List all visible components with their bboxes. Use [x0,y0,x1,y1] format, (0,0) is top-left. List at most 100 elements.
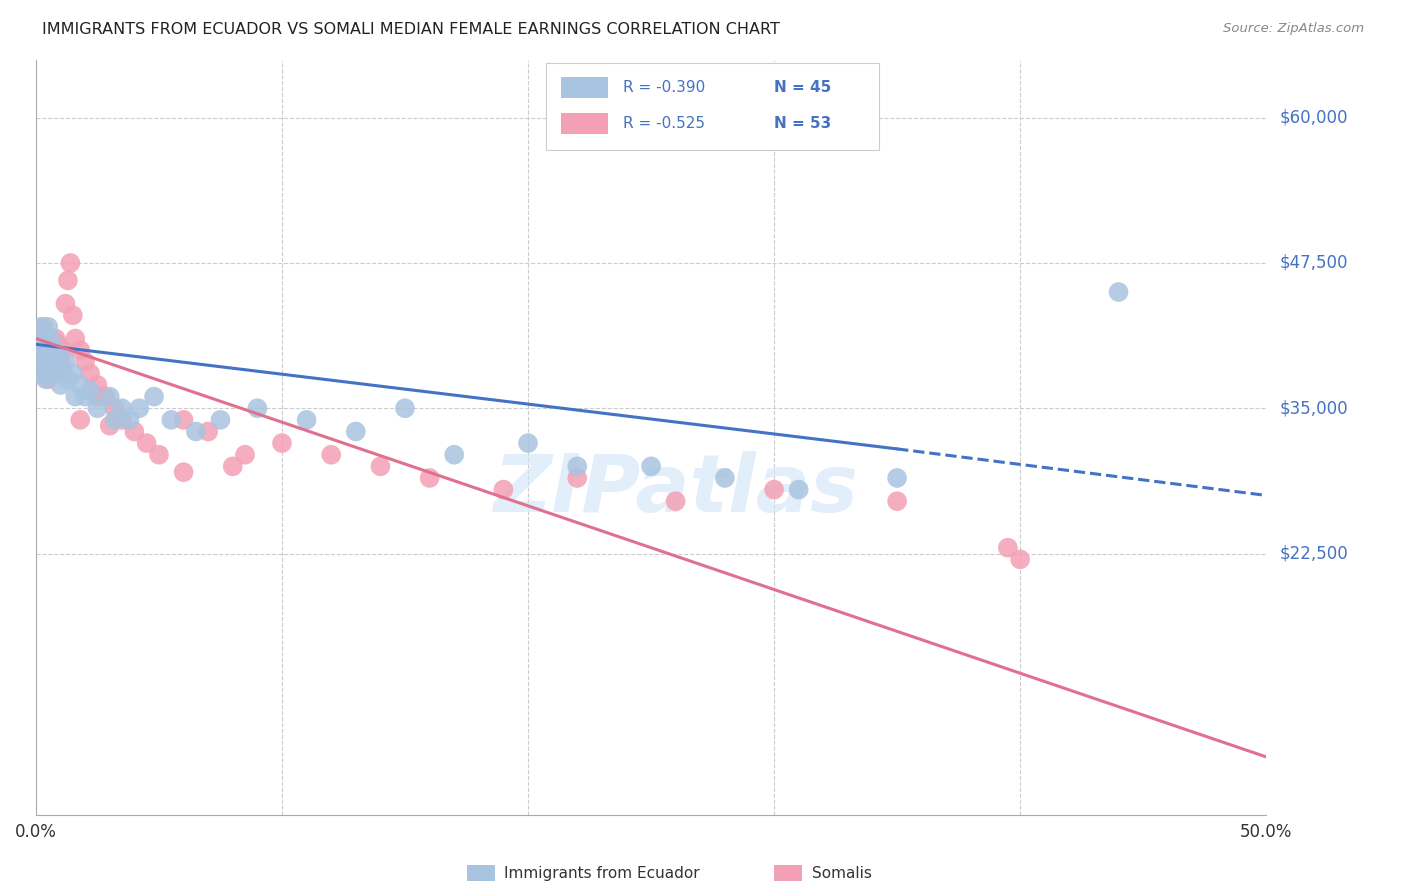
Text: Immigrants from Ecuador: Immigrants from Ecuador [505,866,700,880]
Point [79,384,101,398]
Point [62,308,84,322]
Point [69,343,91,358]
Point [104,413,127,427]
Point [143,390,166,404]
Point [32,355,55,369]
Point [39,331,62,345]
Point [419,471,441,485]
Point [35,372,58,386]
Point [124,425,146,439]
Text: N = 53: N = 53 [775,116,831,131]
Point [886,471,908,485]
Point [52,343,75,358]
Point [55,355,77,369]
Point [295,413,318,427]
Point [75,355,97,369]
Point [39,355,62,369]
Point [148,448,170,462]
Text: $60,000: $60,000 [1279,109,1348,127]
Point [49,378,72,392]
Point [98,390,121,404]
Point [567,471,589,485]
Point [37,319,59,334]
Point [30,367,52,381]
Point [46,337,69,351]
Point [98,418,121,433]
Point [86,401,108,416]
Point [665,494,688,508]
Point [69,413,91,427]
Point [75,390,97,404]
Point [52,367,75,381]
Point [94,390,117,404]
FancyBboxPatch shape [547,63,879,150]
Point [42,367,65,381]
Point [135,436,157,450]
Point [370,459,392,474]
Text: R = -0.390: R = -0.390 [623,80,704,95]
Point [160,413,183,427]
Point [46,367,69,381]
Point [787,483,810,497]
Text: N = 45: N = 45 [775,80,831,95]
Point [35,367,58,381]
Point [62,367,84,381]
Point [567,459,589,474]
Text: IMMIGRANTS FROM ECUADOR VS SOMALI MEDIAN FEMALE EARNINGS CORRELATION CHART: IMMIGRANTS FROM ECUADOR VS SOMALI MEDIAN… [42,22,780,37]
Point [79,367,101,381]
Point [56,273,79,287]
Point [42,367,65,381]
Text: $35,000: $35,000 [1279,400,1348,417]
Point [1010,552,1032,566]
Point [45,331,67,345]
Point [35,331,58,345]
Point [104,401,127,416]
Point [27,343,49,358]
Point [65,390,87,404]
Point [86,390,108,404]
Point [640,459,662,474]
Point [30,319,52,334]
Text: ZIPatlas: ZIPatlas [494,451,858,529]
Point [86,378,108,392]
Point [128,401,150,416]
Point [492,483,515,497]
Point [222,459,245,474]
Point [39,331,62,345]
Point [46,349,69,363]
Point [118,413,141,427]
Point [886,494,908,508]
Point [32,355,55,369]
Point [394,401,416,416]
Point [173,465,195,479]
Text: Source: ZipAtlas.com: Source: ZipAtlas.com [1223,22,1364,36]
Point [111,413,134,427]
Point [209,413,232,427]
Point [45,343,67,358]
Point [30,331,52,345]
Point [56,372,79,386]
Point [69,378,91,392]
Point [65,331,87,345]
Point [30,367,52,381]
Point [271,436,294,450]
Point [37,343,59,358]
Text: $22,500: $22,500 [1279,544,1348,563]
Point [32,331,55,345]
Point [517,436,540,450]
Point [49,355,72,369]
Point [246,401,269,416]
Point [42,343,65,358]
Point [55,296,77,310]
Point [1108,285,1130,299]
Point [184,425,207,439]
Point [37,360,59,375]
Text: Somalis: Somalis [813,866,872,880]
Point [197,425,219,439]
Point [35,337,58,351]
Point [59,256,82,270]
Text: $47,500: $47,500 [1279,254,1348,272]
Point [997,541,1019,555]
Point [173,413,195,427]
Point [443,448,465,462]
